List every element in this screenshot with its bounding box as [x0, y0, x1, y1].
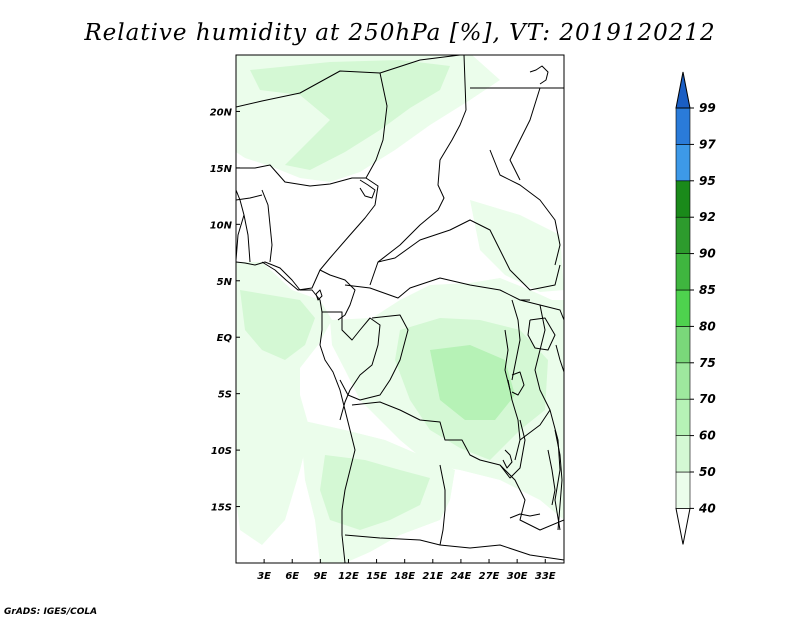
- border-angola-namibia: [344, 534, 564, 561]
- colorbar: 40 50 60 70 75 80 85 90 92 95 97 99: [675, 71, 716, 545]
- border-tanzania: [519, 409, 561, 531]
- lat-tick-label: 20N: [210, 107, 233, 118]
- lat-tick-label: 5S: [218, 390, 232, 401]
- colorbar-label: 60: [699, 429, 716, 443]
- border-chad-sudan: [369, 55, 467, 286]
- colorbar-segment: [675, 435, 691, 473]
- shade-north-africa-band: [250, 60, 450, 170]
- country-borders: [236, 55, 564, 563]
- lon-tick-label: 15E: [366, 571, 387, 582]
- border-benin: [261, 189, 273, 263]
- border-cameroon: [319, 269, 356, 321]
- lat-tick-label: EQ: [217, 333, 233, 344]
- border-coast-mauritania: [236, 189, 245, 261]
- border-lake-chad: [359, 179, 376, 199]
- border-chad-libya: [365, 72, 388, 179]
- lon-tick-label: 27E: [479, 571, 500, 582]
- border-zambia-east: [499, 464, 564, 531]
- border-niger-nigeria: [236, 164, 379, 291]
- colorbar-segment: [675, 253, 691, 291]
- colorbar-label: 99: [699, 101, 716, 115]
- colorbar-upper-triangle: [675, 71, 691, 109]
- longitude-ticks: 3E 6E 9E 12E 15E 18E 21E 24E 27E 30E 33E: [257, 559, 556, 582]
- lat-tick-label: 5N: [217, 277, 233, 288]
- shade-congo-deep: [430, 345, 515, 420]
- border-lake-malawi: [547, 449, 556, 506]
- lon-tick-label: 21E: [422, 571, 443, 582]
- border-ethiopia: [489, 149, 561, 266]
- colorbar-segment: [675, 289, 691, 327]
- border-mozambique-channel: [554, 429, 563, 531]
- colorbar-label: 95: [699, 174, 716, 188]
- border-togo: [243, 214, 251, 263]
- map-frame: [235, 54, 565, 564]
- border-angola-zambia: [439, 464, 446, 546]
- lat-tick-label: 10S: [211, 446, 232, 457]
- lat-tick-label: 15N: [210, 164, 233, 175]
- colorbar-label: 40: [698, 501, 716, 515]
- colorbar-lower-triangle: [675, 507, 691, 545]
- lon-tick-label: 18E: [394, 571, 415, 582]
- border-burkina: [236, 194, 263, 201]
- border-kenya: [534, 304, 551, 411]
- colorbar-segment: [675, 326, 691, 364]
- border-lake-tanganyika: [507, 379, 521, 461]
- lat-tick-label: 10N: [210, 220, 233, 231]
- border-gabon-congo: [322, 311, 381, 421]
- border-drc-west: [339, 314, 409, 401]
- border-nile-delta: [529, 65, 549, 85]
- colorbar-label: 75: [699, 356, 716, 370]
- colorbar-segment: [675, 362, 691, 400]
- lon-tick-label: 33E: [535, 571, 556, 582]
- colorbar-segment: [675, 107, 691, 145]
- border-lake-mweru: [502, 449, 513, 469]
- shade-gulf-coast-inner: [240, 290, 315, 360]
- colorbar-segment: [675, 398, 691, 436]
- lon-tick-label: 30E: [507, 571, 528, 582]
- border-coast-west-africa: [236, 261, 356, 563]
- colorbar-segment: [675, 216, 691, 254]
- map-panel: 20N 15N 10N 5N EQ 5S 10S 15S 3E 6E 9E 12E 15E 18E 21E…: [210, 54, 565, 582]
- border-car: [344, 277, 530, 301]
- colorbar-label: 50: [699, 465, 716, 479]
- lon-tick-label: 3E: [257, 571, 271, 582]
- border-sudan-eritrea: [509, 87, 541, 181]
- colorbar-label: 97: [699, 137, 716, 151]
- border-niger-north: [236, 55, 461, 108]
- colorbar-segment: [675, 180, 691, 218]
- border-zambezi: [509, 513, 541, 519]
- lon-tick-label: 12E: [338, 571, 359, 582]
- latitude-ticks: 20N 15N 10N 5N EQ 5S 10S 15S: [210, 107, 240, 514]
- lon-tick-label: 24E: [451, 571, 472, 582]
- shade-angola-core: [320, 455, 430, 530]
- border-drc-angola: [351, 401, 526, 479]
- colorbar-label: 92: [699, 210, 716, 224]
- lon-tick-label: 6E: [285, 571, 299, 582]
- colorbar-label: 80: [699, 319, 716, 333]
- border-south-sudan: [377, 219, 561, 291]
- figure-title: Relative humidity at 250hPa [%], VT: 201…: [83, 20, 715, 46]
- shade-east-highlands: [470, 200, 564, 292]
- border-lake-albert: [511, 299, 521, 381]
- lat-tick-label: 15S: [211, 503, 232, 514]
- border-bioko: [315, 289, 323, 301]
- grads-credit: GrADS: IGES/COLA: [4, 607, 97, 617]
- humidity-shading: [236, 55, 564, 563]
- colorbar-segment: [675, 144, 691, 182]
- colorbar-label: 85: [699, 283, 716, 297]
- border-rwanda-burundi: [511, 371, 525, 396]
- colorbar-segment: [675, 471, 691, 509]
- colorbar-label: 70: [699, 392, 716, 406]
- border-east-coast-kenya: [555, 344, 564, 373]
- border-drc-lakes: [504, 329, 511, 391]
- border-lake-victoria: [527, 317, 556, 351]
- colorbar-label: 90: [699, 247, 716, 261]
- border-uganda: [519, 299, 564, 321]
- lon-tick-label: 9E: [313, 571, 327, 582]
